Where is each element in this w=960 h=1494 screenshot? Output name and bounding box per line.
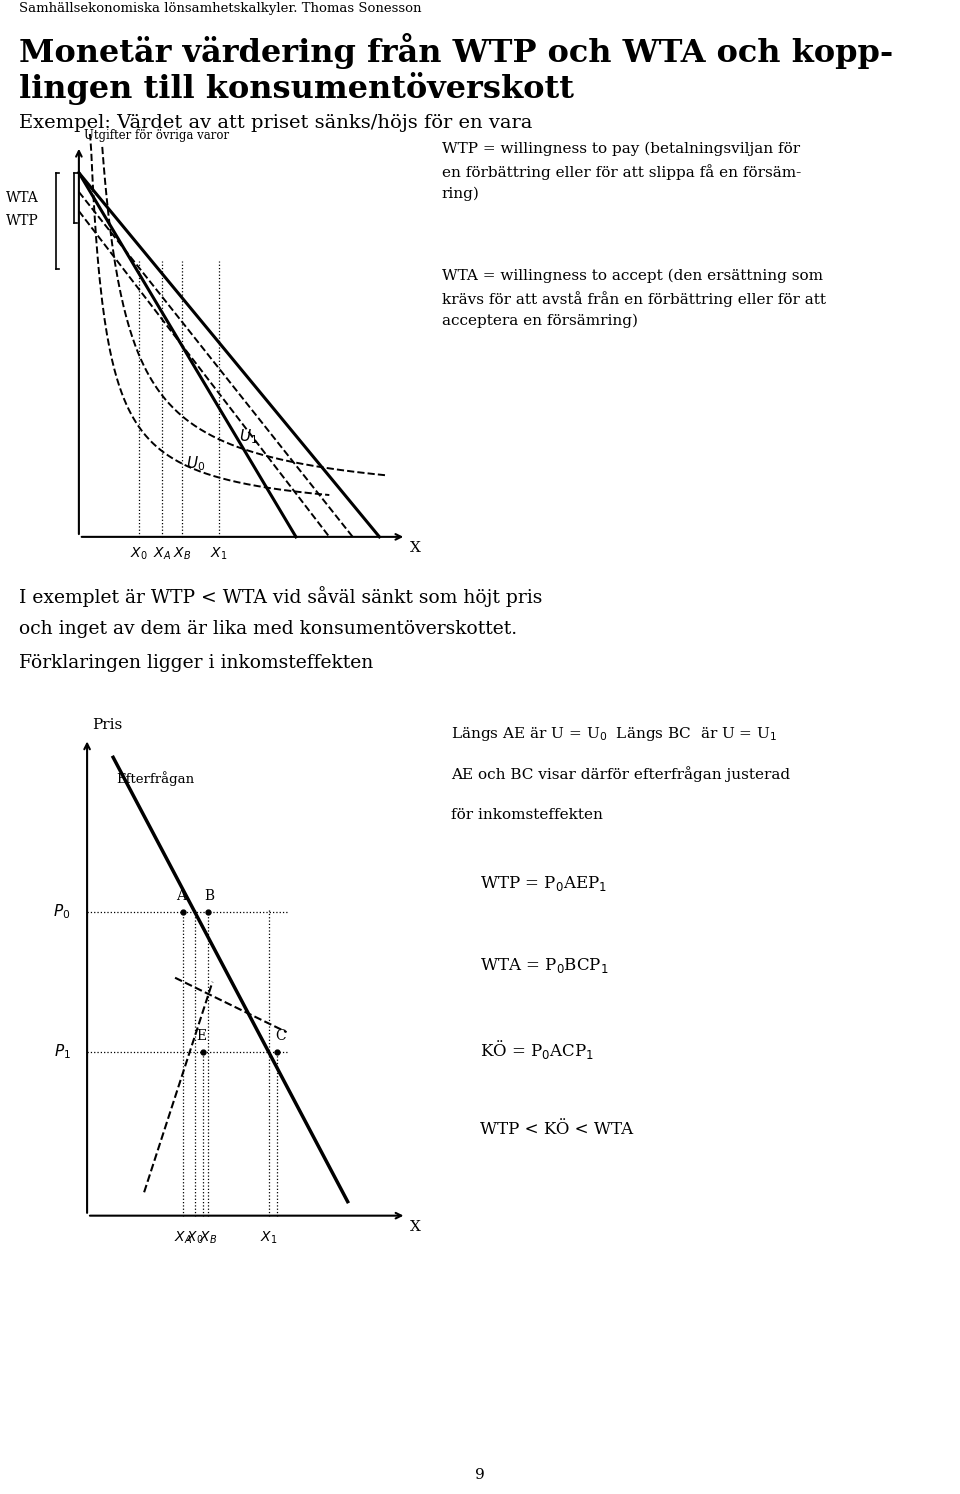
Text: $X_0$: $X_0$ [186,1230,204,1246]
Text: Exempel: Värdet av att priset sänks/höjs för en vara: Exempel: Värdet av att priset sänks/höjs… [19,114,533,131]
Text: och inget av dem är lika med konsumentöverskottet.: och inget av dem är lika med konsumentöv… [19,620,517,638]
Text: $U_0$: $U_0$ [185,454,205,472]
Text: WTP = P$_0$AEP$_1$: WTP = P$_0$AEP$_1$ [480,874,607,893]
Text: Längs AE är U = U$_0$  Längs BC  är U = U$_1$: Längs AE är U = U$_0$ Längs BC är U = U$… [451,725,778,743]
Text: AE och BC visar därför efterfrågan justerad: AE och BC visar därför efterfrågan juste… [451,766,790,783]
Text: $P_0$: $P_0$ [54,902,71,920]
Text: KÖ = P$_0$ACP$_1$: KÖ = P$_0$ACP$_1$ [480,1038,594,1061]
Text: C: C [275,1029,285,1043]
Text: Samhällsekonomiska lönsamhetskalkyler. Thomas Sonesson: Samhällsekonomiska lönsamhetskalkyler. T… [19,3,421,15]
Text: WTA = willingness to accept (den ersättning som
krävs för att avstå från en förb: WTA = willingness to accept (den ersättn… [442,269,826,329]
Text: X: X [410,1221,420,1234]
Text: B: B [204,889,214,902]
Text: $X_1$: $X_1$ [210,545,228,562]
Text: $X_1$: $X_1$ [260,1230,277,1246]
Text: X: X [410,541,420,554]
Text: E: E [196,1029,206,1043]
Text: $P_1$: $P_1$ [54,1043,71,1061]
Text: för inkomsteffekten: för inkomsteffekten [451,808,603,822]
Text: Utgifter för övriga varor: Utgifter för övriga varor [84,128,229,142]
Text: Förklaringen ligger i inkomsteffekten: Förklaringen ligger i inkomsteffekten [19,654,373,672]
Text: $X_A$: $X_A$ [174,1230,192,1246]
Text: I exemplet är WTP < WTA vid såväl sänkt som höjt pris: I exemplet är WTP < WTA vid såväl sänkt … [19,586,542,607]
Text: WTP: WTP [6,214,38,227]
Text: Monetär värdering från WTP och WTA och kopp-: Monetär värdering från WTP och WTA och k… [19,33,894,69]
Text: A: A [177,889,186,902]
Text: lingen till konsumentöverskott: lingen till konsumentöverskott [19,72,574,105]
Text: $X_A$: $X_A$ [154,545,172,562]
Text: WTP < KÖ < WTA: WTP < KÖ < WTA [480,1120,634,1137]
Text: WTA = P$_0$BCP$_1$: WTA = P$_0$BCP$_1$ [480,956,609,976]
Text: 9: 9 [475,1469,485,1482]
Text: $U_1$: $U_1$ [239,427,258,445]
Text: Pris: Pris [92,717,122,732]
Text: WTP = willingness to pay (betalningsviljan för
en förbättring eller för att slip: WTP = willingness to pay (betalningsvilj… [442,142,801,202]
Text: WTA: WTA [6,191,38,205]
Text: $X_0$: $X_0$ [131,545,148,562]
Text: $X_B$: $X_B$ [199,1230,217,1246]
Text: Efterfrågan: Efterfrågan [116,771,195,786]
Text: $X_B$: $X_B$ [174,545,191,562]
